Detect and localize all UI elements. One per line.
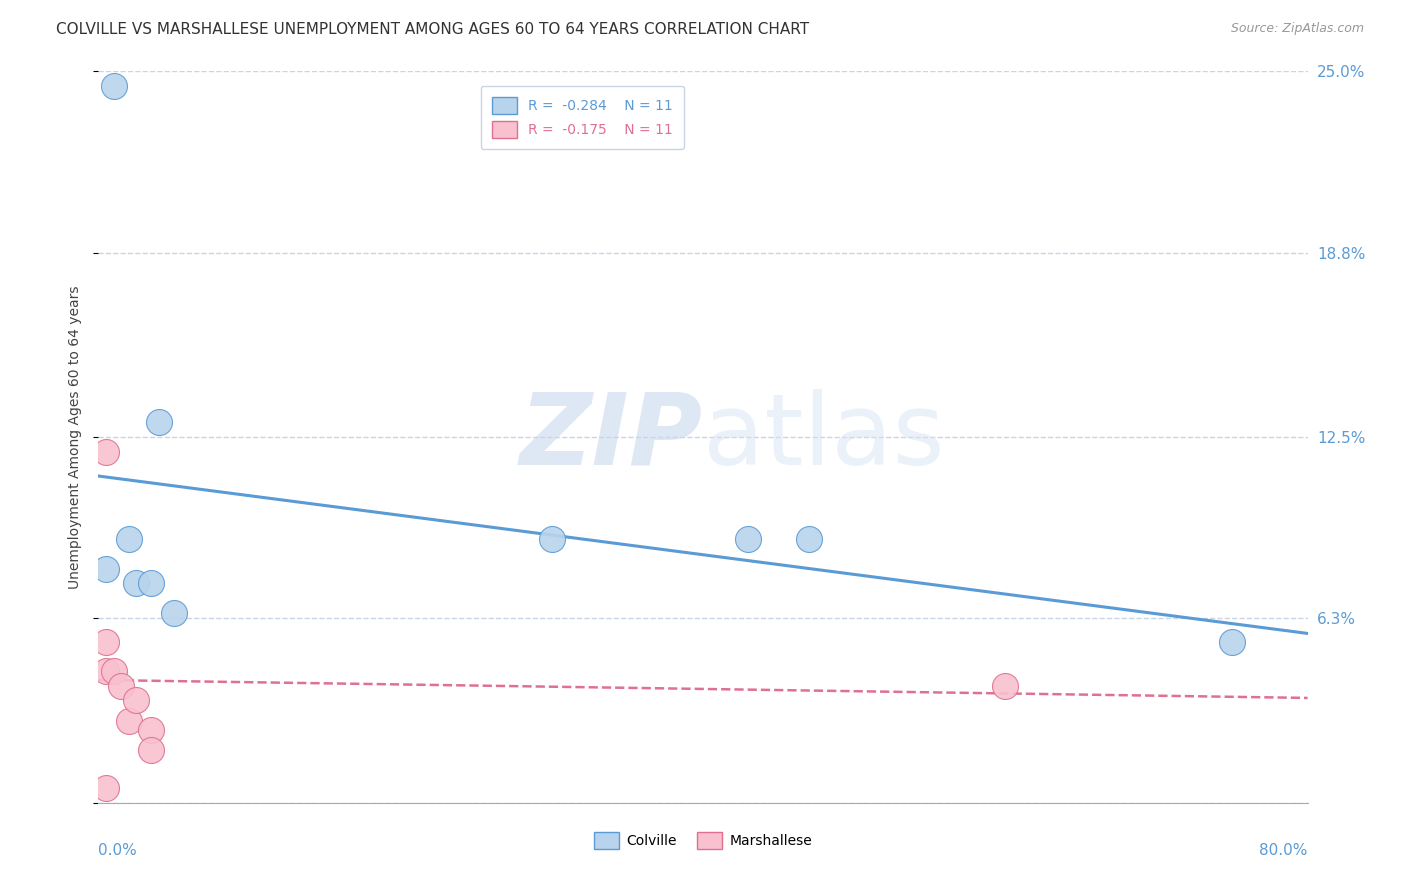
Text: 80.0%: 80.0% <box>1260 843 1308 858</box>
Point <box>103 664 125 678</box>
Point <box>994 679 1017 693</box>
Text: atlas: atlas <box>703 389 945 485</box>
Point <box>94 781 117 796</box>
Point <box>94 664 117 678</box>
Point <box>797 533 820 547</box>
Point <box>163 606 186 620</box>
Text: 0.0%: 0.0% <box>98 843 138 858</box>
Y-axis label: Unemployment Among Ages 60 to 64 years: Unemployment Among Ages 60 to 64 years <box>69 285 83 589</box>
Point <box>94 562 117 576</box>
Text: ZIP: ZIP <box>520 389 703 485</box>
Point <box>141 576 163 591</box>
Legend: Colville, Marshallese: Colville, Marshallese <box>589 826 817 855</box>
Point <box>125 693 148 707</box>
Point <box>118 714 141 728</box>
Point <box>94 635 117 649</box>
Point <box>141 723 163 737</box>
Point <box>94 444 117 458</box>
Point <box>103 78 125 93</box>
Point <box>141 743 163 757</box>
Point <box>118 533 141 547</box>
Point <box>148 416 170 430</box>
Text: COLVILLE VS MARSHALLESE UNEMPLOYMENT AMONG AGES 60 TO 64 YEARS CORRELATION CHART: COLVILLE VS MARSHALLESE UNEMPLOYMENT AMO… <box>56 22 810 37</box>
Point <box>540 533 562 547</box>
Point <box>125 576 148 591</box>
Point <box>737 533 759 547</box>
Point <box>110 679 132 693</box>
Text: Source: ZipAtlas.com: Source: ZipAtlas.com <box>1230 22 1364 36</box>
Point <box>1220 635 1243 649</box>
